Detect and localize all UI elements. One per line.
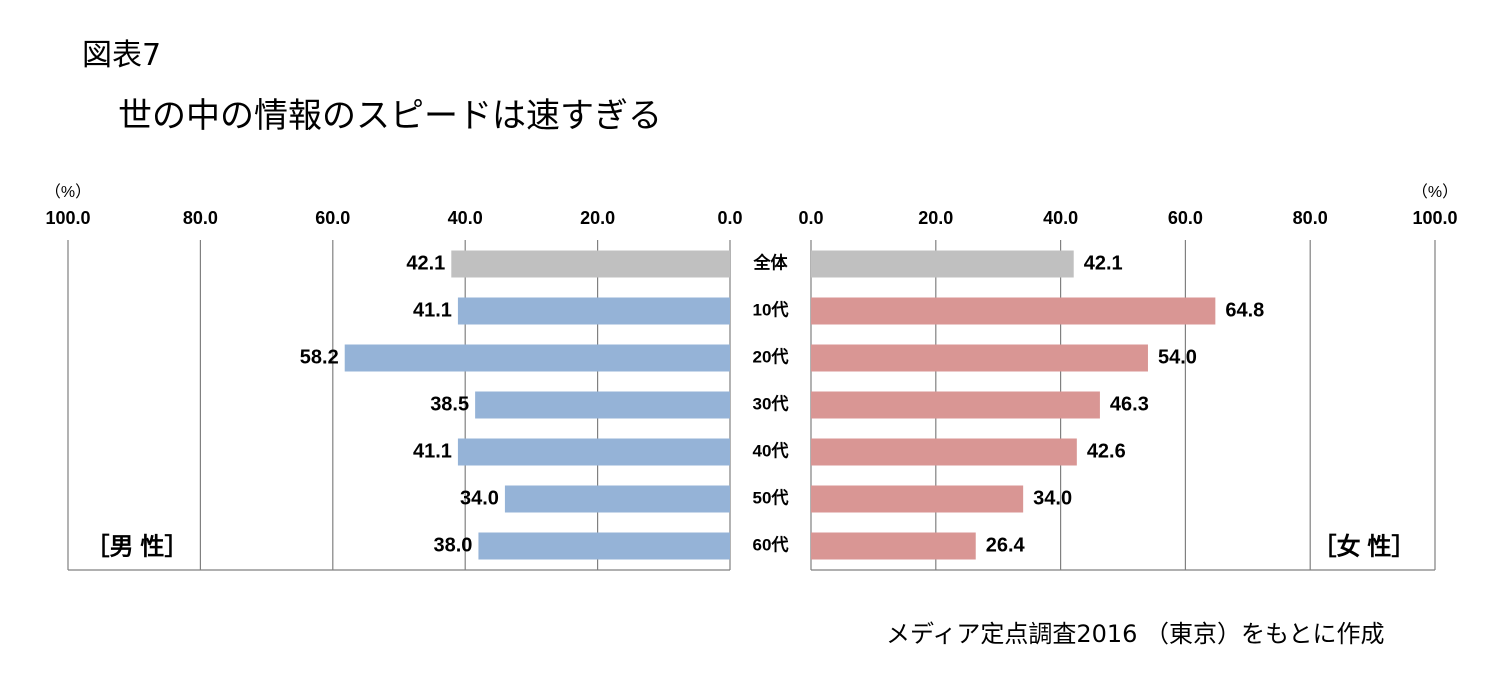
source-note: メディア定点調査2016 （東京）をもとに作成 <box>886 620 1385 648</box>
female-value-label: 64.8 <box>1225 299 1264 321</box>
left-tick-label: 80.0 <box>183 208 218 228</box>
male-value-label: 41.1 <box>413 299 452 321</box>
male-bar <box>457 297 730 325</box>
female-value-label: 42.6 <box>1087 440 1126 462</box>
category-label: 40代 <box>753 440 789 460</box>
left-tick-label: 60.0 <box>315 208 350 228</box>
category-label: 30代 <box>753 393 789 413</box>
right-tick-label: 60.0 <box>1168 208 1203 228</box>
right-tick-label: 20.0 <box>918 208 953 228</box>
male-value-label: 58.2 <box>300 346 339 368</box>
female-bar <box>811 391 1100 419</box>
male-series-label: ［男 性］ <box>86 533 189 560</box>
category-label: 10代 <box>753 299 789 319</box>
male-bar <box>478 532 730 560</box>
right-tick-label: 40.0 <box>1043 208 1078 228</box>
male-value-label: 42.1 <box>406 252 445 274</box>
male-bar <box>457 438 730 466</box>
category-label: 50代 <box>753 487 789 507</box>
female-bar <box>811 438 1077 466</box>
female-value-label: 42.1 <box>1084 252 1123 274</box>
male-bar <box>504 485 730 513</box>
female-bar <box>811 250 1074 278</box>
right-tick-label: 100.0 <box>1412 208 1457 228</box>
figure-label: 図表7 <box>82 38 162 73</box>
chart-title: 世の中の情報のスピードは速すぎる <box>118 96 662 136</box>
category-label: 全体 <box>753 252 789 272</box>
female-bar <box>811 297 1216 325</box>
female-value-label: 54.0 <box>1158 346 1197 368</box>
male-bar <box>475 391 730 419</box>
left-unit-label: （%） <box>45 183 91 201</box>
left-tick-label: 0.0 <box>717 208 742 228</box>
male-bar <box>451 250 730 278</box>
male-value-label: 38.5 <box>430 393 469 415</box>
left-tick-label: 40.0 <box>448 208 483 228</box>
male-value-label: 41.1 <box>413 440 452 462</box>
category-label: 60代 <box>753 534 789 554</box>
female-bar <box>811 532 976 560</box>
right-tick-label: 80.0 <box>1293 208 1328 228</box>
left-tick-label: 20.0 <box>580 208 615 228</box>
right-unit-label: （%） <box>1412 183 1458 201</box>
male-value-label: 38.0 <box>434 534 473 556</box>
female-bar <box>811 485 1024 513</box>
male-bar <box>344 344 730 372</box>
right-tick-label: 0.0 <box>798 208 823 228</box>
female-bar <box>811 344 1148 372</box>
left-tick-label: 100.0 <box>45 208 90 228</box>
category-label: 20代 <box>753 346 789 366</box>
male-value-label: 34.0 <box>460 487 499 509</box>
female-value-label: 26.4 <box>986 534 1026 556</box>
female-value-label: 46.3 <box>1110 393 1149 415</box>
female-value-label: 34.0 <box>1033 487 1072 509</box>
female-series-label: ［女 性］ <box>1313 532 1416 560</box>
